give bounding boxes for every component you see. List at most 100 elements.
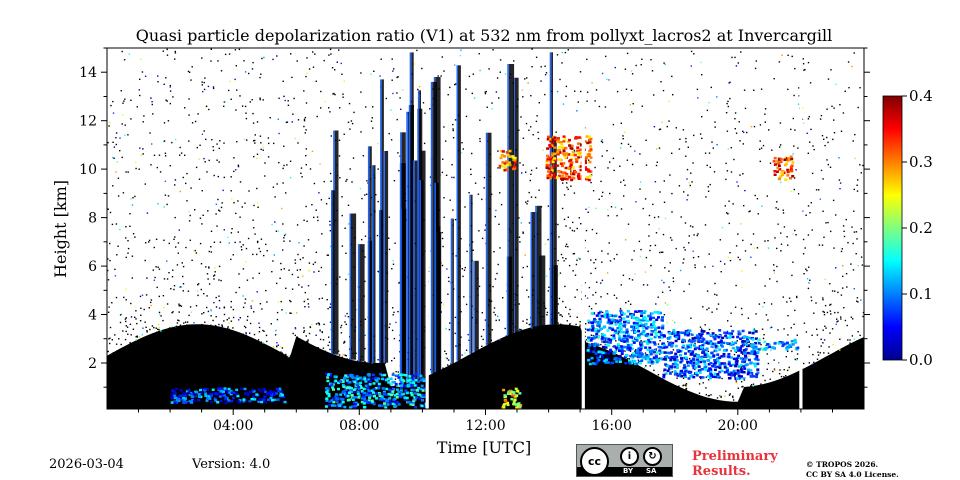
noise-point — [692, 226, 694, 228]
noise-point — [260, 341, 262, 343]
noise-point — [850, 316, 853, 318]
noise-point — [443, 197, 445, 199]
noise-point — [749, 210, 751, 212]
noise-point — [624, 239, 627, 241]
feature-pixel — [559, 162, 563, 165]
noise-point — [653, 126, 656, 128]
noise-point — [396, 118, 398, 121]
noise-point — [324, 100, 327, 103]
noise-point — [842, 265, 844, 267]
noise-point — [808, 362, 810, 364]
noise-point — [216, 143, 218, 145]
cc-license-badge[interactable]: cc i ↻ BY SA — [576, 444, 673, 477]
noise-point — [812, 145, 814, 147]
feature-pixel — [617, 324, 621, 327]
noise-point — [586, 297, 589, 299]
feature-pixel — [709, 333, 713, 337]
noise-point — [289, 176, 292, 179]
noise-point — [393, 180, 396, 182]
noise-point — [649, 249, 651, 252]
feature-pixel — [693, 366, 697, 369]
noise-point — [179, 190, 181, 193]
noise-point — [832, 344, 834, 346]
noise-point — [197, 294, 199, 297]
feature-pixel — [206, 396, 210, 400]
noise-point — [189, 306, 192, 308]
noise-point — [257, 339, 260, 341]
noise-point — [243, 325, 246, 328]
feature-pixel — [761, 348, 765, 351]
noise-point — [440, 75, 442, 77]
noise-point — [639, 188, 641, 190]
noise-point — [793, 94, 795, 97]
noise-point — [568, 313, 570, 315]
feature-pixel — [772, 160, 776, 163]
feature-pixel — [710, 351, 714, 355]
noise-point — [542, 149, 544, 151]
noise-point — [447, 359, 450, 361]
noise-point — [604, 339, 607, 341]
noise-point — [740, 51, 742, 53]
feature-pixel — [736, 335, 740, 339]
feature-pixel — [720, 345, 724, 348]
feature-pixel — [678, 350, 682, 353]
feature-pixel — [273, 398, 277, 401]
feature-pixel — [745, 343, 748, 346]
noise-point — [441, 237, 444, 240]
feature-pixel — [620, 345, 624, 348]
feature-pixel — [725, 370, 728, 374]
feature-pixel — [673, 370, 677, 373]
feature-pixel — [742, 351, 745, 355]
feature-pixel — [743, 340, 747, 343]
feature-pixel — [713, 337, 717, 341]
feature-pixel — [344, 374, 348, 377]
noise-point — [576, 110, 578, 112]
noise-point — [616, 215, 618, 217]
feature-pixel — [351, 398, 355, 401]
feature-pixel — [611, 318, 615, 321]
feature-pixel — [547, 167, 551, 170]
noise-point — [634, 350, 636, 352]
noise-point — [449, 322, 451, 324]
noise-point — [675, 247, 677, 250]
noise-point — [199, 242, 202, 245]
noise-point — [685, 388, 687, 390]
noise-point — [174, 216, 176, 219]
noise-point — [320, 90, 322, 93]
noise-point — [803, 362, 805, 365]
noise-point — [727, 148, 729, 150]
noise-point — [530, 173, 532, 175]
noise-point — [460, 49, 462, 51]
noise-point — [156, 166, 158, 169]
noise-point — [185, 246, 187, 249]
noise-point — [360, 91, 362, 93]
noise-point — [172, 311, 174, 313]
noise-point — [307, 239, 310, 241]
noise-point — [131, 255, 134, 257]
noise-point — [393, 357, 396, 359]
noise-point — [574, 296, 576, 298]
noise-point — [762, 306, 764, 308]
feature-pixel — [680, 369, 684, 373]
noise-point — [727, 213, 729, 215]
noise-point — [290, 300, 292, 303]
feature-pixel — [666, 369, 670, 373]
share-alike-icon: ↻ — [643, 447, 662, 466]
feature-pixel — [624, 345, 628, 349]
feature-pixel — [703, 362, 707, 366]
noise-point — [339, 107, 341, 109]
feature-pixel — [570, 153, 574, 157]
noise-point — [263, 56, 265, 59]
noise-point — [292, 348, 295, 350]
noise-point — [188, 98, 190, 100]
noise-point — [808, 266, 810, 268]
noise-point — [683, 258, 685, 260]
noise-point — [344, 315, 347, 317]
noise-point — [347, 316, 350, 318]
noise-point — [576, 259, 578, 261]
noise-point — [306, 57, 308, 59]
feature-pixel — [634, 330, 638, 334]
feature-pixel — [330, 383, 334, 386]
noise-point — [112, 100, 114, 103]
virga-edge — [450, 218, 453, 364]
